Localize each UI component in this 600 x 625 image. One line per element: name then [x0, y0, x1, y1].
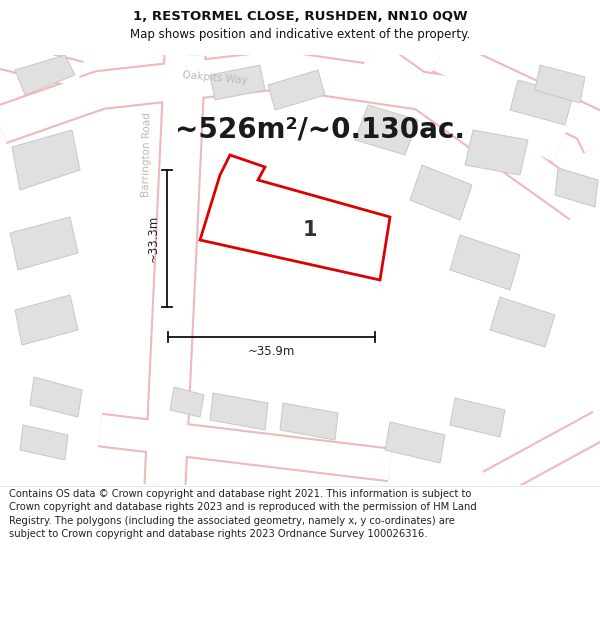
Text: Barrington Road: Barrington Road: [141, 112, 153, 198]
Polygon shape: [10, 217, 78, 270]
Polygon shape: [450, 235, 520, 290]
Text: ~33.3m: ~33.3m: [147, 215, 160, 262]
Polygon shape: [465, 130, 528, 175]
Text: 1: 1: [303, 220, 317, 240]
Polygon shape: [450, 398, 505, 437]
Polygon shape: [355, 105, 418, 155]
Text: ~35.9m: ~35.9m: [248, 345, 295, 358]
Polygon shape: [535, 65, 585, 103]
Text: Oakpits Way: Oakpits Way: [182, 70, 248, 86]
Polygon shape: [15, 295, 78, 345]
Polygon shape: [490, 297, 555, 347]
Polygon shape: [12, 130, 80, 190]
Polygon shape: [268, 70, 325, 110]
Polygon shape: [210, 65, 265, 100]
Polygon shape: [200, 155, 390, 280]
Text: ~526m²/~0.130ac.: ~526m²/~0.130ac.: [175, 116, 465, 144]
Polygon shape: [20, 425, 68, 460]
Polygon shape: [170, 387, 204, 417]
Polygon shape: [410, 165, 472, 220]
Polygon shape: [15, 55, 75, 95]
Polygon shape: [210, 393, 268, 430]
Polygon shape: [30, 377, 82, 417]
Text: 1, RESTORMEL CLOSE, RUSHDEN, NN10 0QW: 1, RESTORMEL CLOSE, RUSHDEN, NN10 0QW: [133, 10, 467, 23]
Polygon shape: [385, 422, 445, 463]
Polygon shape: [555, 168, 598, 207]
Polygon shape: [510, 80, 573, 125]
Text: Contains OS data © Crown copyright and database right 2021. This information is : Contains OS data © Crown copyright and d…: [9, 489, 477, 539]
Polygon shape: [280, 403, 338, 440]
Text: Map shows position and indicative extent of the property.: Map shows position and indicative extent…: [130, 28, 470, 41]
